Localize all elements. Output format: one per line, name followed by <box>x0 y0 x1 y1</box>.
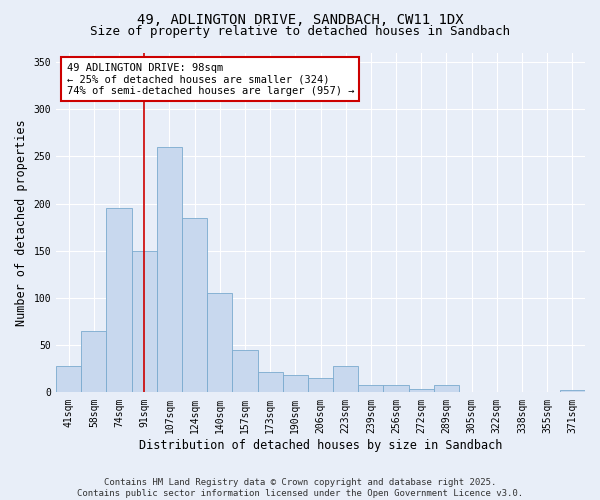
Bar <box>157 147 182 392</box>
Bar <box>56 366 81 392</box>
Bar <box>308 378 333 392</box>
X-axis label: Distribution of detached houses by size in Sandbach: Distribution of detached houses by size … <box>139 440 502 452</box>
Y-axis label: Number of detached properties: Number of detached properties <box>15 119 28 326</box>
Bar <box>106 208 131 392</box>
Bar <box>182 218 207 392</box>
Text: 49, ADLINGTON DRIVE, SANDBACH, CW11 1DX: 49, ADLINGTON DRIVE, SANDBACH, CW11 1DX <box>137 12 463 26</box>
Bar <box>257 372 283 392</box>
Text: Size of property relative to detached houses in Sandbach: Size of property relative to detached ho… <box>90 25 510 38</box>
Bar <box>358 385 383 392</box>
Bar <box>207 294 232 392</box>
Bar <box>232 350 257 393</box>
Bar <box>560 390 585 392</box>
Text: Contains HM Land Registry data © Crown copyright and database right 2025.
Contai: Contains HM Land Registry data © Crown c… <box>77 478 523 498</box>
Bar <box>383 385 409 392</box>
Text: 49 ADLINGTON DRIVE: 98sqm
← 25% of detached houses are smaller (324)
74% of semi: 49 ADLINGTON DRIVE: 98sqm ← 25% of detac… <box>67 62 354 96</box>
Bar <box>333 366 358 392</box>
Bar <box>131 251 157 392</box>
Bar <box>409 388 434 392</box>
Bar <box>434 385 459 392</box>
Bar <box>81 331 106 392</box>
Bar <box>283 376 308 392</box>
